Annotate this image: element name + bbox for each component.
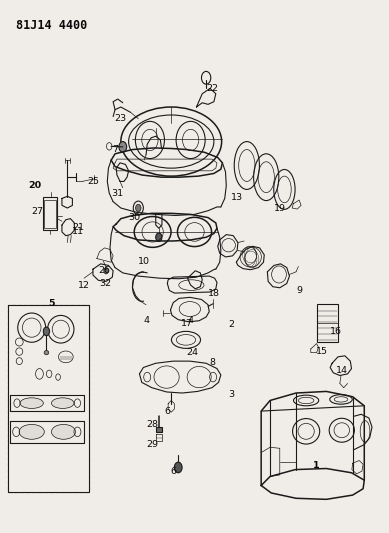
Text: 19: 19 [274,204,286,213]
Text: 12: 12 [78,280,90,289]
Text: 21: 21 [72,223,84,232]
Text: 1: 1 [313,462,320,470]
Ellipse shape [51,424,75,439]
Text: 6: 6 [170,467,176,475]
Text: 17: 17 [181,319,193,328]
Circle shape [119,142,127,152]
Text: 24: 24 [187,348,198,357]
Circle shape [156,233,162,241]
Ellipse shape [20,398,43,408]
Text: 28: 28 [147,420,159,429]
Circle shape [136,204,141,212]
Text: 14: 14 [336,366,348,375]
Text: 7: 7 [112,145,118,154]
Text: 3: 3 [228,390,235,399]
Text: 8: 8 [209,358,215,367]
Text: 22: 22 [206,84,218,93]
Ellipse shape [51,398,74,408]
Text: 13: 13 [231,193,243,202]
Text: 30: 30 [128,213,140,222]
Text: 4: 4 [143,316,149,325]
Text: 25: 25 [87,177,99,186]
Text: 5: 5 [48,299,54,308]
Bar [42,197,57,230]
Circle shape [43,327,49,336]
Bar [8,305,89,492]
Text: 6: 6 [165,407,170,416]
Text: 81J14 4400: 81J14 4400 [16,19,88,33]
Text: 10: 10 [138,257,150,265]
Text: 29: 29 [147,440,159,449]
Text: 16: 16 [330,327,342,336]
Bar [8,305,89,492]
Text: 31: 31 [112,189,124,198]
Text: 2: 2 [228,320,234,329]
Text: 20: 20 [28,181,41,190]
Text: 4: 4 [187,316,194,325]
Text: 27: 27 [32,207,44,216]
Text: 9: 9 [296,286,302,295]
Bar [156,426,162,432]
Bar [44,199,56,228]
Circle shape [104,268,109,274]
Text: 15: 15 [316,347,328,356]
Text: 11: 11 [72,228,84,237]
Text: 32: 32 [99,279,111,288]
Bar [317,304,338,342]
Text: 23: 23 [115,114,127,123]
Ellipse shape [44,351,49,355]
Text: 26: 26 [98,266,110,275]
Ellipse shape [19,424,44,439]
Text: 18: 18 [208,288,220,297]
Circle shape [174,462,182,473]
